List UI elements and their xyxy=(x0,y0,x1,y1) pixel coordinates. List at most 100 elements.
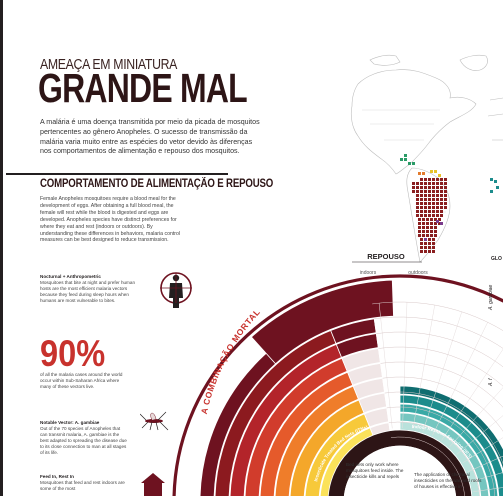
range-dot xyxy=(428,206,431,209)
range-dot xyxy=(434,222,437,225)
bed-nets-text: Bed nets only work where mosquitoes feed… xyxy=(346,462,404,479)
range-dot xyxy=(440,182,443,185)
range-dot xyxy=(424,186,427,189)
ring-separator xyxy=(382,376,503,432)
person-target-icon xyxy=(160,272,192,308)
range-dot xyxy=(418,230,421,233)
range-dot xyxy=(416,202,419,205)
range-dot xyxy=(420,186,423,189)
range-dot xyxy=(438,222,441,225)
range-dot xyxy=(436,190,439,193)
range-dot xyxy=(420,246,423,249)
range-dot xyxy=(416,186,419,189)
range-dot xyxy=(422,226,425,229)
stat-value: 90% xyxy=(40,333,106,374)
range-dot xyxy=(432,190,435,193)
range-dot xyxy=(430,218,433,221)
range-dot xyxy=(434,226,437,229)
range-dot xyxy=(436,198,439,201)
range-dot xyxy=(416,194,419,197)
inner-core xyxy=(343,445,457,496)
stat-text: of all the malaria cases around the worl… xyxy=(40,372,123,390)
range-dot xyxy=(440,178,443,181)
dark-block xyxy=(250,279,394,365)
range-dot xyxy=(438,218,441,221)
range-dot xyxy=(432,206,435,209)
map-borders xyxy=(362,109,446,237)
range-dot xyxy=(420,178,423,181)
teal-ring-0 xyxy=(399,385,503,472)
map-yellow-region xyxy=(430,170,441,177)
outdoors-label: outdoors xyxy=(408,270,428,276)
range-dot xyxy=(444,178,447,181)
range-dot xyxy=(430,226,433,229)
range-dot xyxy=(426,218,429,221)
range-dot xyxy=(428,178,431,181)
range-dot xyxy=(424,206,427,209)
range-dot xyxy=(428,198,431,201)
range-dot xyxy=(420,194,423,197)
range-dot xyxy=(432,178,435,181)
range-dot xyxy=(436,206,439,209)
range-dot xyxy=(428,182,431,185)
section-divider xyxy=(6,173,228,175)
nocturnal-note-text: Mosquitoes that bite at night and prefer… xyxy=(40,280,135,304)
range-dot xyxy=(422,222,425,225)
range-dot xyxy=(412,186,415,189)
range-dot xyxy=(422,234,425,237)
range-dot xyxy=(418,234,421,237)
range-dot xyxy=(428,194,431,197)
range-dot xyxy=(436,202,439,205)
mosquito-icon xyxy=(140,411,169,431)
range-dot xyxy=(444,202,447,205)
range-dot xyxy=(432,182,435,185)
range-dot xyxy=(432,214,435,217)
nocturnal-note: Nocturnal + Anthropometric Mosquitoes th… xyxy=(40,274,138,304)
range-dot xyxy=(428,186,431,189)
range-dot xyxy=(416,210,419,213)
range-dot xyxy=(432,194,435,197)
feed-rest-text: Mosquitoes that feed and rest indoors ar… xyxy=(40,480,125,492)
range-dot xyxy=(424,190,427,193)
range-dot xyxy=(424,202,427,205)
range-dot xyxy=(420,182,423,185)
range-dot xyxy=(440,190,443,193)
range-dot xyxy=(418,222,421,225)
range-dot xyxy=(434,230,437,233)
range-dot xyxy=(436,186,439,189)
range-dot xyxy=(428,238,431,241)
range-dot xyxy=(420,238,423,241)
ring-separator xyxy=(386,406,496,496)
range-dot xyxy=(412,190,415,193)
range-dot xyxy=(428,190,431,193)
range-dot xyxy=(426,222,429,225)
range-dot xyxy=(444,194,447,197)
range-dot xyxy=(434,218,437,221)
range-dot xyxy=(428,242,431,245)
range-dot xyxy=(422,218,425,221)
left-edge-strip xyxy=(0,0,3,496)
range-dot xyxy=(426,230,429,233)
range-dot xyxy=(432,246,435,249)
feed-rest-note: Feed In, Rest In Mosquitoes that feed an… xyxy=(40,474,128,492)
range-dot xyxy=(436,194,439,197)
range-dot xyxy=(432,210,435,213)
range-dot xyxy=(428,214,431,217)
range-dot xyxy=(428,250,431,253)
ring-separator xyxy=(384,391,503,465)
wheel-radial-lines xyxy=(372,301,503,496)
range-dot xyxy=(428,246,431,249)
range-dot xyxy=(444,190,447,193)
ring-separator xyxy=(376,331,503,368)
ring-separator xyxy=(388,421,480,496)
range-dot xyxy=(432,202,435,205)
right-tag: GLO xyxy=(491,256,502,262)
range-dot xyxy=(428,210,431,213)
range-dot xyxy=(440,206,443,209)
section-body: Female Anopheles mosquitoes require a bl… xyxy=(40,196,181,244)
range-dot xyxy=(440,214,443,217)
range-dot xyxy=(412,182,415,185)
bed-nets-text-box: Bed nets only work where mosquitoes feed… xyxy=(346,462,404,479)
range-dot xyxy=(444,198,447,201)
kicker-title: AMEAÇA EM MINIATURA xyxy=(40,56,178,73)
